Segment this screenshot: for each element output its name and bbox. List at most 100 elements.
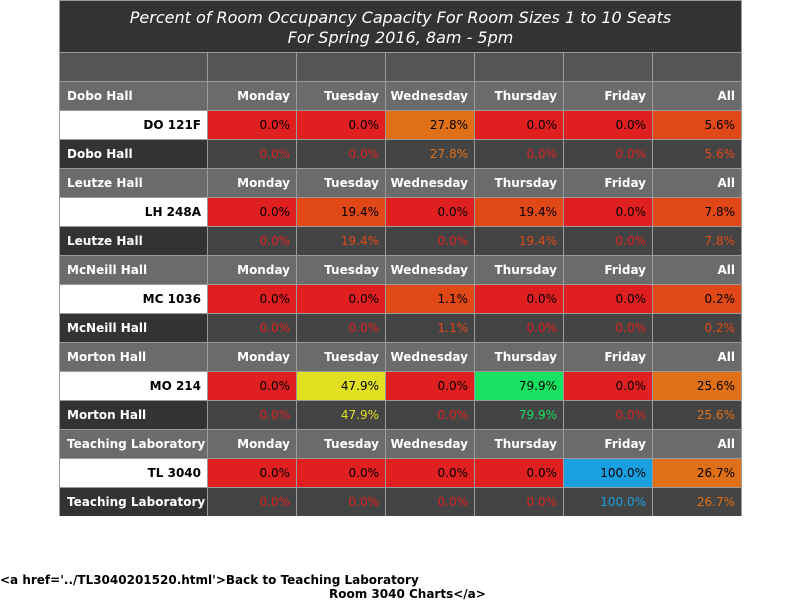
summary-value-cell: 0.0% bbox=[297, 314, 385, 342]
occupancy-value-cell: 0.0% bbox=[297, 285, 385, 313]
summary-value-cell: 0.0% bbox=[564, 140, 652, 168]
summary-value-cell: 0.0% bbox=[208, 140, 296, 168]
occupancy-value-cell: 0.0% bbox=[564, 372, 652, 400]
column-header: Monday bbox=[208, 256, 296, 284]
column-header: All bbox=[653, 343, 741, 371]
occupancy-value-cell: 0.0% bbox=[208, 285, 296, 313]
occupancy-value-cell: 0.0% bbox=[386, 372, 474, 400]
column-header: Wednesday bbox=[386, 430, 474, 458]
column-header: Friday bbox=[564, 82, 652, 110]
column-header: Friday bbox=[564, 169, 652, 197]
column-header: Monday bbox=[208, 343, 296, 371]
column-header: Tuesday bbox=[297, 82, 385, 110]
title-line-2: For Spring 2016, 8am - 5pm bbox=[287, 28, 514, 47]
column-header: Monday bbox=[208, 430, 296, 458]
summary-value-cell: 0.0% bbox=[208, 314, 296, 342]
column-header: Wednesday bbox=[386, 82, 474, 110]
column-header: Tuesday bbox=[297, 343, 385, 371]
blank-header-cell bbox=[297, 53, 385, 81]
summary-value-cell: 27.8% bbox=[386, 140, 474, 168]
occupancy-value-cell: 0.0% bbox=[564, 111, 652, 139]
blank-header-cell bbox=[475, 53, 563, 81]
column-header: Tuesday bbox=[297, 169, 385, 197]
column-header: All bbox=[653, 256, 741, 284]
occupancy-value-cell: 0.0% bbox=[564, 198, 652, 226]
column-header: Wednesday bbox=[386, 343, 474, 371]
column-header: Friday bbox=[564, 430, 652, 458]
occupancy-value-cell: 0.0% bbox=[475, 459, 563, 487]
occupancy-value-cell: 0.0% bbox=[208, 111, 296, 139]
hall-header-label: Dobo Hall bbox=[60, 82, 207, 110]
summary-value-cell: 0.0% bbox=[475, 314, 563, 342]
occupancy-value-cell: 0.0% bbox=[297, 111, 385, 139]
blank-header-cell bbox=[208, 53, 296, 81]
occupancy-value-cell: 5.6% bbox=[653, 111, 741, 139]
occupancy-value-cell: 25.6% bbox=[653, 372, 741, 400]
column-header: Friday bbox=[564, 256, 652, 284]
hall-summary-label: Morton Hall bbox=[60, 401, 207, 429]
column-header: Tuesday bbox=[297, 430, 385, 458]
blank-header-cell bbox=[386, 53, 474, 81]
summary-value-cell: 0.0% bbox=[386, 401, 474, 429]
room-label: MC 1036 bbox=[60, 285, 207, 313]
summary-value-cell: 100.0% bbox=[564, 488, 652, 516]
title-line-1: Percent of Room Occupancy Capacity For R… bbox=[129, 8, 672, 27]
occupancy-value-cell: 0.2% bbox=[653, 285, 741, 313]
occupancy-value-cell: 7.8% bbox=[653, 198, 741, 226]
occupancy-value-cell: 19.4% bbox=[475, 198, 563, 226]
summary-value-cell: 0.0% bbox=[208, 227, 296, 255]
summary-value-cell: 0.0% bbox=[386, 488, 474, 516]
summary-value-cell: 1.1% bbox=[386, 314, 474, 342]
summary-value-cell: 0.0% bbox=[208, 488, 296, 516]
summary-value-cell: 0.0% bbox=[564, 314, 652, 342]
summary-value-cell: 0.2% bbox=[653, 314, 741, 342]
column-header: Thursday bbox=[475, 430, 563, 458]
room-label: DO 121F bbox=[60, 111, 207, 139]
hall-header-label: Leutze Hall bbox=[60, 169, 207, 197]
hall-header-label: Teaching Laboratory bbox=[60, 430, 207, 458]
occupancy-value-cell: 0.0% bbox=[564, 285, 652, 313]
occupancy-value-cell: 1.1% bbox=[386, 285, 474, 313]
column-header: Monday bbox=[208, 82, 296, 110]
hall-header-label: McNeill Hall bbox=[60, 256, 207, 284]
occupancy-value-cell: 0.0% bbox=[386, 198, 474, 226]
summary-value-cell: 5.6% bbox=[653, 140, 741, 168]
hall-summary-label: Leutze Hall bbox=[60, 227, 207, 255]
column-header: Friday bbox=[564, 343, 652, 371]
occupancy-value-cell: 19.4% bbox=[297, 198, 385, 226]
occupancy-value-cell: 0.0% bbox=[475, 111, 563, 139]
occupancy-value-cell: 0.0% bbox=[208, 372, 296, 400]
occupancy-value-cell: 47.9% bbox=[297, 372, 385, 400]
occupancy-value-cell: 0.0% bbox=[208, 459, 296, 487]
column-header: Thursday bbox=[475, 82, 563, 110]
occupancy-value-cell: 0.0% bbox=[297, 459, 385, 487]
room-label: TL 3040 bbox=[60, 459, 207, 487]
chart-frame: Percent of Room Occupancy Capacity For R… bbox=[59, 0, 742, 516]
hall-summary-label: McNeill Hall bbox=[60, 314, 207, 342]
occupancy-value-cell: 0.0% bbox=[475, 285, 563, 313]
summary-value-cell: 0.0% bbox=[208, 401, 296, 429]
column-header: Wednesday bbox=[386, 169, 474, 197]
column-header: All bbox=[653, 82, 741, 110]
summary-value-cell: 0.0% bbox=[475, 140, 563, 168]
summary-value-cell: 19.4% bbox=[297, 227, 385, 255]
footer-line-1: <a href='../TL3040201520.html'>Back to T… bbox=[0, 573, 419, 587]
hall-header-label: Morton Hall bbox=[60, 343, 207, 371]
summary-value-cell: 7.8% bbox=[653, 227, 741, 255]
summary-value-cell: 47.9% bbox=[297, 401, 385, 429]
summary-value-cell: 26.7% bbox=[653, 488, 741, 516]
summary-value-cell: 19.4% bbox=[475, 227, 563, 255]
occupancy-value-cell: 27.8% bbox=[386, 111, 474, 139]
column-header: Tuesday bbox=[297, 256, 385, 284]
blank-header-cell bbox=[653, 53, 741, 81]
column-header: Thursday bbox=[475, 256, 563, 284]
summary-value-cell: 25.6% bbox=[653, 401, 741, 429]
room-label: MO 214 bbox=[60, 372, 207, 400]
column-header: All bbox=[653, 169, 741, 197]
summary-value-cell: 0.0% bbox=[297, 140, 385, 168]
chart-title: Percent of Room Occupancy Capacity For R… bbox=[60, 1, 741, 52]
occupancy-value-cell: 26.7% bbox=[653, 459, 741, 487]
column-header: Thursday bbox=[475, 343, 563, 371]
summary-value-cell: 79.9% bbox=[475, 401, 563, 429]
column-header: Monday bbox=[208, 169, 296, 197]
